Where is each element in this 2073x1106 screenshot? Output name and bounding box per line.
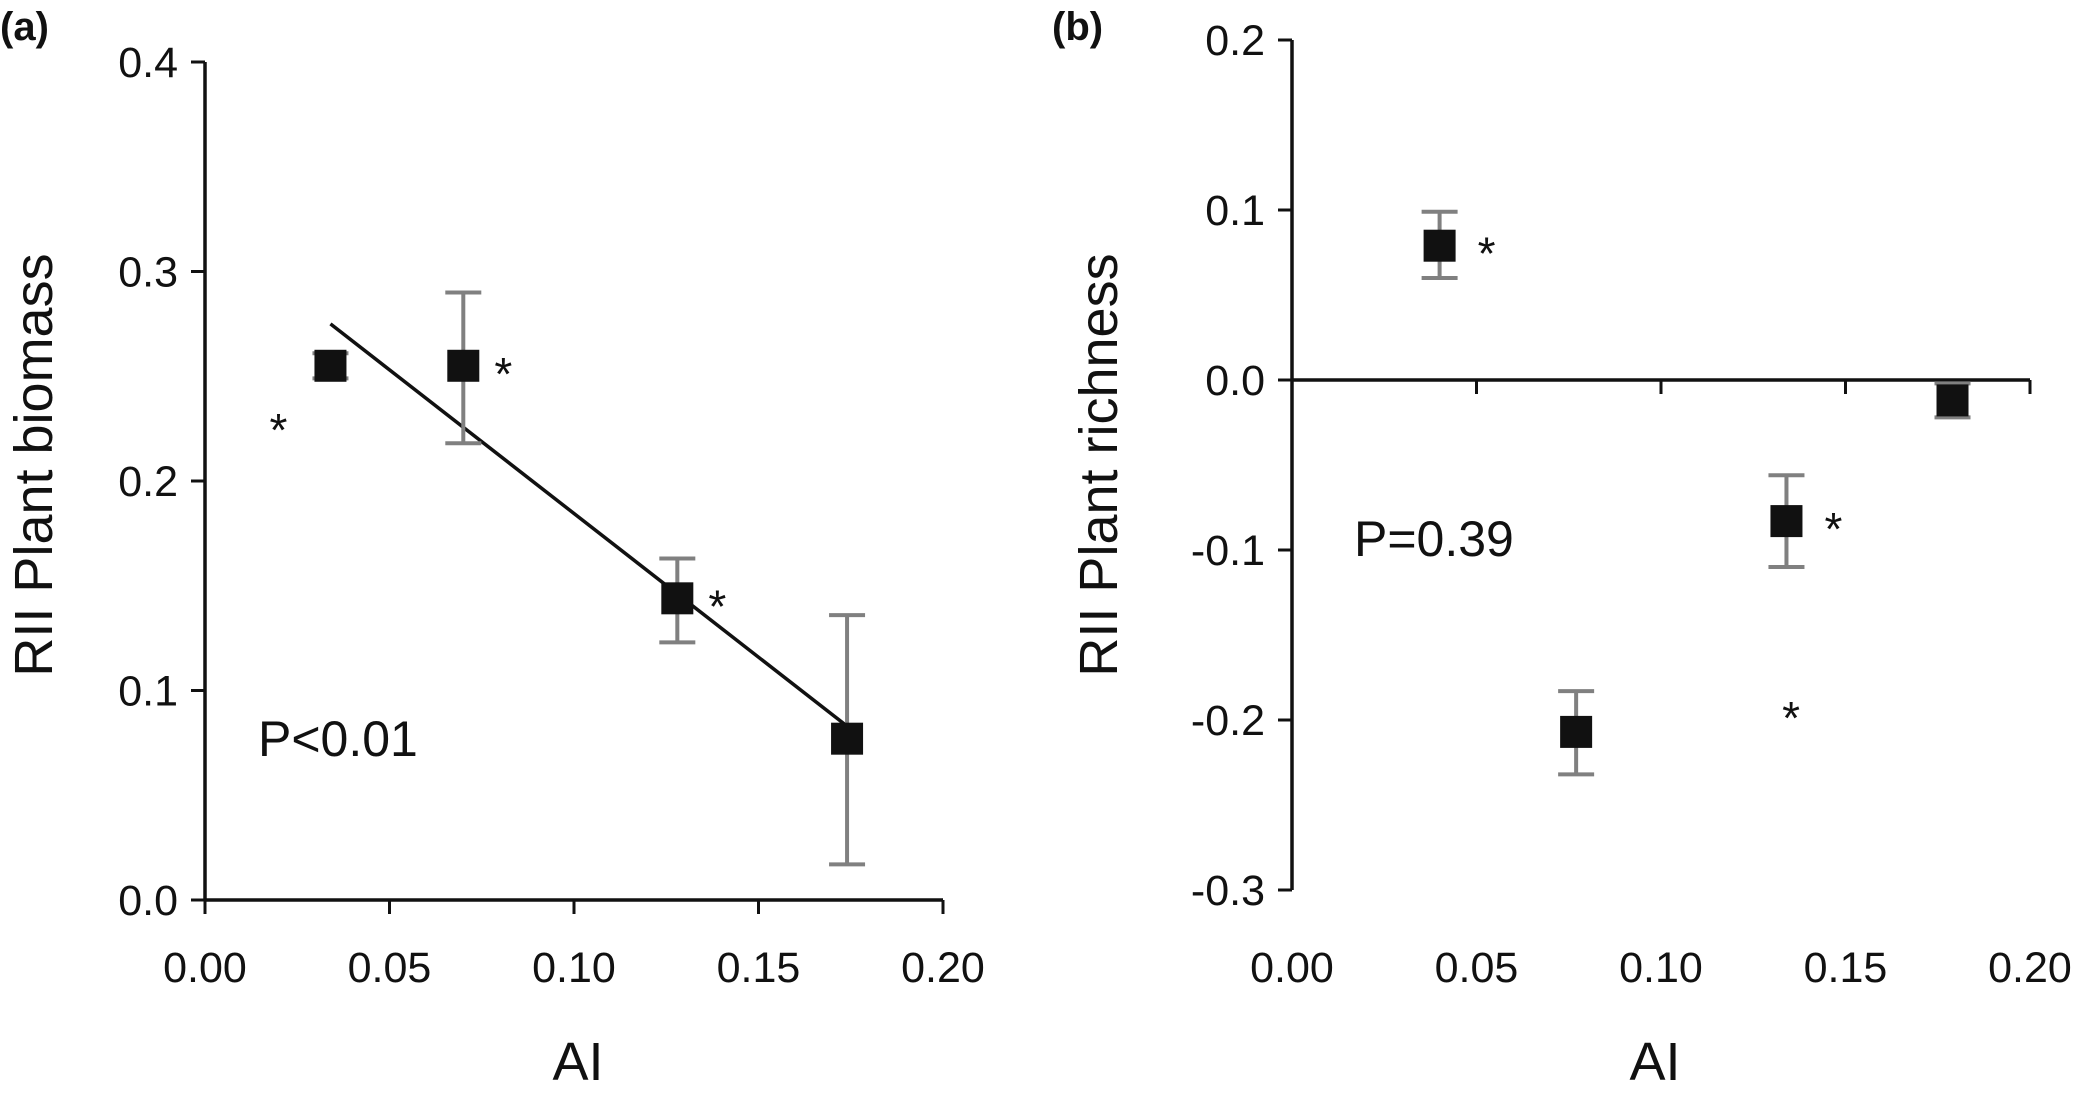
panel-b-data-point xyxy=(1560,715,1593,748)
panel-a-data-point xyxy=(314,349,347,382)
panel-a-y-tick-label: 0.3 xyxy=(118,249,178,297)
panel-b-data-point xyxy=(1936,384,1969,417)
panel-b-p-value: P=0.39 xyxy=(1354,511,1514,567)
panel-a-x-tick-label: 0.00 xyxy=(163,944,247,992)
panel-a-plot-area: 0.0 0.1 0.2 0.3 0.4 0.00 0.05 0.10 0.15 0.20 * * * xyxy=(118,39,985,992)
panel-b-y-tick-label: -0.3 xyxy=(1191,867,1265,915)
panel-b-x-tick-label: 0.15 xyxy=(1804,944,1888,992)
panel-b-data-point xyxy=(1770,505,1803,538)
panel-b-significance-mark: * xyxy=(1782,692,1800,744)
panel-a-significance-mark: * xyxy=(494,348,512,400)
panel-a-data-point xyxy=(831,722,864,755)
panel-b-significance-mark: * xyxy=(1478,228,1496,280)
panel-a-x-tick-label: 0.05 xyxy=(348,944,432,992)
panel-a-x-axis-title: AI xyxy=(552,1032,603,1092)
panel-b-x-tick-label: 0.05 xyxy=(1435,944,1519,992)
panel-a-y-tick-label: 0.0 xyxy=(118,877,178,925)
panel-a-y-tick-label: 0.4 xyxy=(118,39,178,87)
panel-a-x-tick-label: 0.15 xyxy=(717,944,801,992)
panel-b-y-axis-title: RII Plant richness xyxy=(1069,253,1129,676)
panel-a-y-tick-label: 0.2 xyxy=(118,458,178,506)
panel-a-data-point xyxy=(447,349,480,382)
panel-b-y-tick-label: 0.1 xyxy=(1205,187,1265,235)
panel-b-y-tick-label: -0.1 xyxy=(1191,527,1265,575)
panel-b-x-tick-label: 0.20 xyxy=(1988,944,2072,992)
panel-b: (b) RII Plant richness AI P=0.39 0.20.10… xyxy=(1052,5,2072,1092)
panel-a-x-tick-label: 0.20 xyxy=(901,944,985,992)
panel-a-significance-mark: * xyxy=(270,404,288,456)
panel-b-y-tick-label: 0.0 xyxy=(1205,357,1265,405)
panel-b-label: (b) xyxy=(1052,5,1103,49)
panel-a-significance-mark: * xyxy=(708,580,726,632)
panel-b-significance-mark: * xyxy=(1825,503,1843,555)
panel-b-data-point xyxy=(1423,229,1456,262)
panel-a: (a) RII Plant biomass AI P<0.01 0.00.10.… xyxy=(0,5,985,1092)
panel-a-p-value: P<0.01 xyxy=(258,711,418,767)
panel-a-regression-line xyxy=(329,322,849,728)
panel-b-x-tick-label: 0.10 xyxy=(1619,944,1703,992)
panel-a-y-axis-title: RII Plant biomass xyxy=(4,253,64,676)
panel-a-label: (a) xyxy=(0,5,49,49)
panel-a-x-tick-label: 0.10 xyxy=(532,944,616,992)
panel-a-data-point xyxy=(661,582,694,615)
panel-b-y-tick-label: 0.2 xyxy=(1205,17,1265,65)
panel-a-y-tick-label: 0.1 xyxy=(118,668,178,716)
panel-b-plot-area: 0.2 0.1 0.0 -0.1 -0.2 -0.3 0.00 0.05 0.10 0.15 0.2… xyxy=(1191,17,2072,992)
panel-b-x-axis-title: AI xyxy=(1629,1032,1680,1092)
panel-b-x-tick-label: 0.00 xyxy=(1250,944,1334,992)
panel-b-y-tick-label: -0.2 xyxy=(1191,697,1265,745)
